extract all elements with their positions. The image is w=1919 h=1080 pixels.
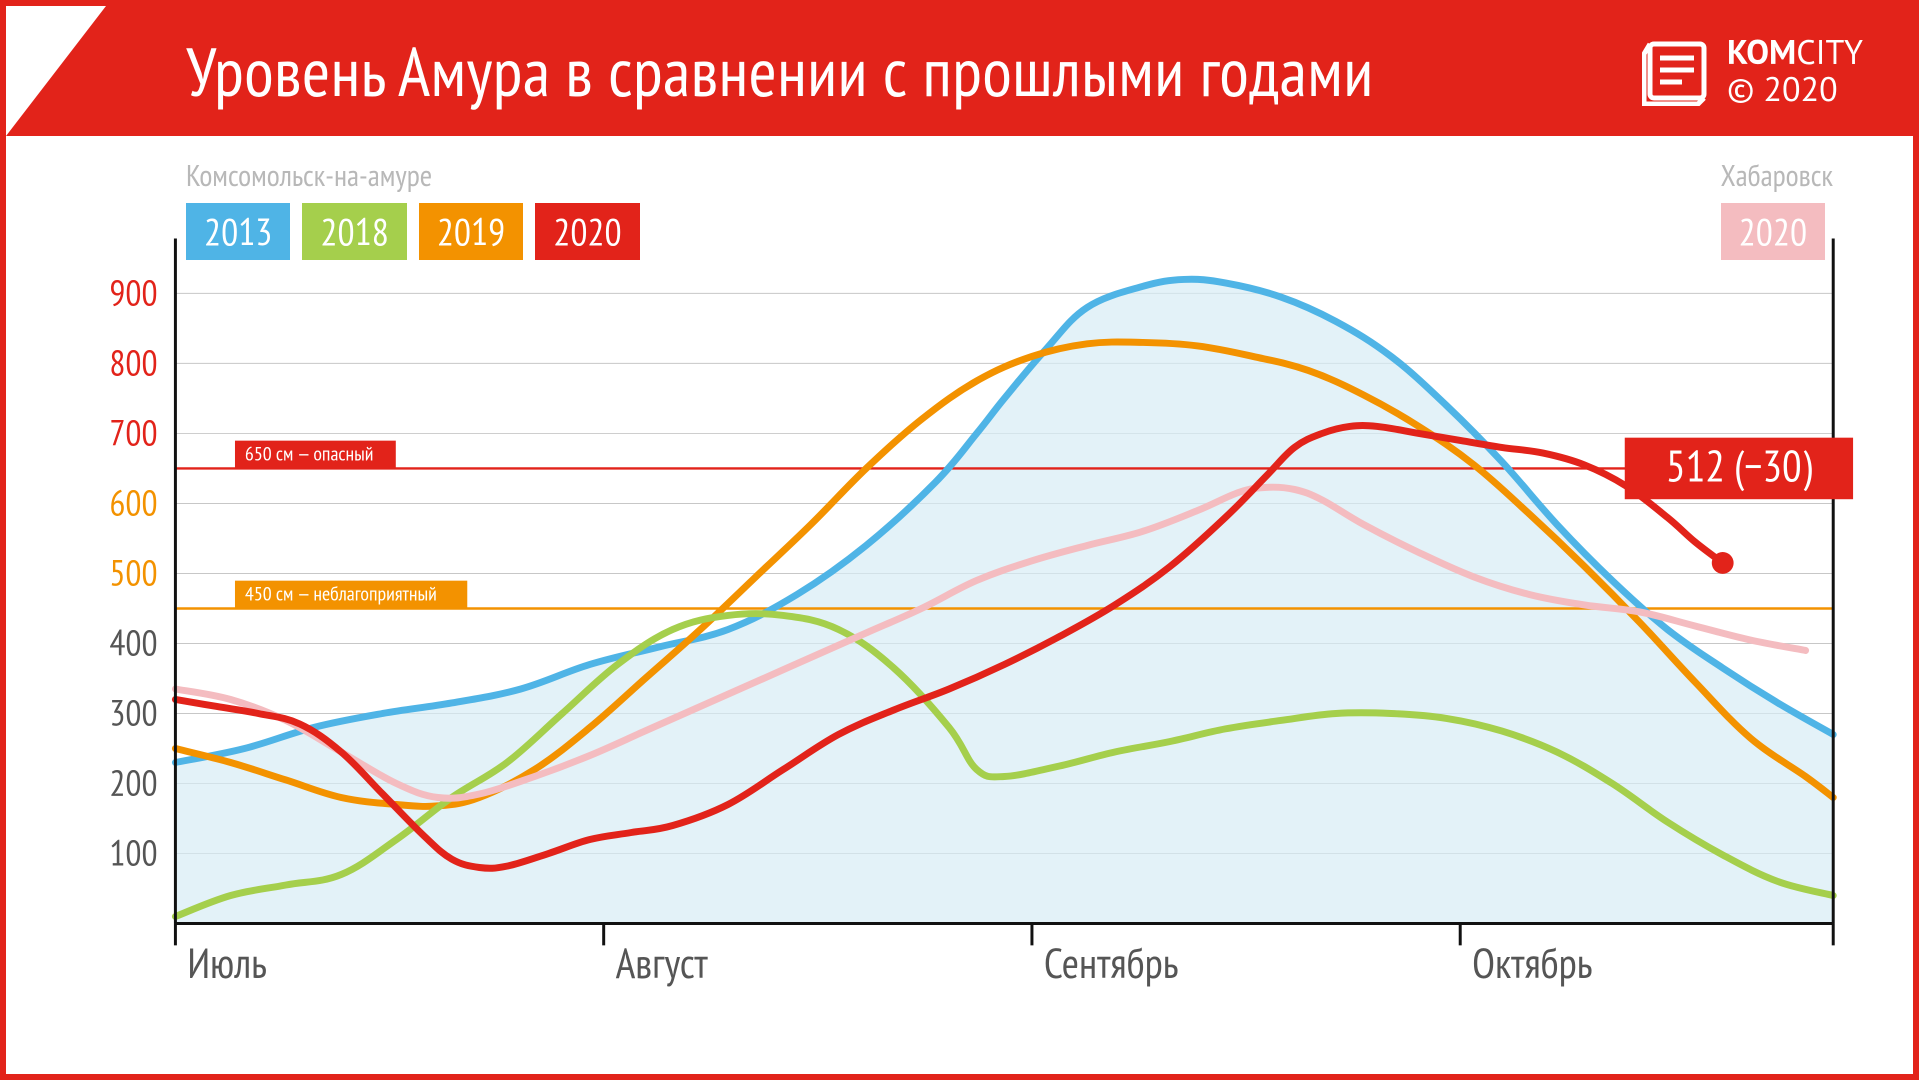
svg-text:Июль: Июль	[187, 936, 267, 990]
chart-svg: 100 200 300 400 500 600 700 800 900 650 см — опа…	[96, 156, 1863, 1016]
brand-logo: KOMCITY © 2020	[1642, 34, 1863, 109]
legend-left: Комсомольск-на-амуре 2013201820192020	[186, 156, 640, 260]
svg-text:200: 200	[109, 759, 157, 805]
legend-item: 2018	[302, 203, 406, 260]
legend-item: 2020	[1721, 203, 1825, 260]
svg-text:Сентябрь: Сентябрь	[1044, 936, 1179, 990]
legend-city-right: Хабаровск	[1721, 156, 1833, 195]
chart-area: 100 200 300 400 500 600 700 800 900 650 см — опа…	[96, 156, 1863, 1016]
svg-text:512 (−30): 512 (−30)	[1666, 438, 1813, 494]
legend-item: 2020	[535, 203, 639, 260]
komcity-icon	[1642, 36, 1712, 106]
brand-text: KOMCITY © 2020	[1727, 34, 1863, 109]
svg-text:300: 300	[109, 689, 157, 735]
svg-text:Август: Август	[616, 936, 709, 990]
svg-text:100: 100	[109, 829, 157, 875]
legend-item: 2013	[186, 203, 290, 260]
svg-text:500: 500	[109, 549, 157, 595]
svg-text:Октябрь: Октябрь	[1472, 936, 1592, 990]
page-title: Уровень Амура в сравнении с прошлыми год…	[186, 27, 1374, 115]
legend-right: Хабаровск 2020	[1721, 156, 1833, 260]
legend-item: 2019	[419, 203, 523, 260]
svg-text:700: 700	[109, 409, 157, 455]
header-bar: Уровень Амура в сравнении с прошлыми год…	[6, 6, 1913, 136]
svg-text:600: 600	[109, 479, 157, 525]
header-notch	[6, 6, 106, 136]
svg-text:800: 800	[109, 339, 157, 385]
svg-text:650 см — опасный: 650 см — опасный	[245, 442, 374, 467]
svg-text:400: 400	[109, 619, 157, 665]
legend-city-left: Комсомольск-на-амуре	[186, 156, 432, 195]
svg-text:450 см — неблагоприятный: 450 см — неблагоприятный	[245, 582, 437, 607]
brand-copyright: © 2020	[1727, 71, 1863, 108]
svg-text:900: 900	[109, 269, 157, 315]
